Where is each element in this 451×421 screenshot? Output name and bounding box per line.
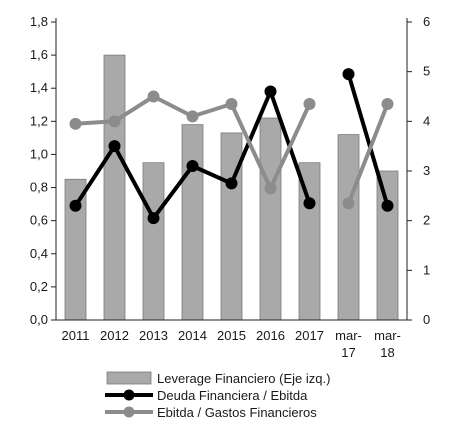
data-point xyxy=(186,160,199,173)
data-point xyxy=(147,90,160,103)
left-axis: 0,0 0,2 0,4 0,6 0,8 1,0 1,2 1,4 1,6 1,8 xyxy=(30,14,57,327)
right-tick-label: 4 xyxy=(423,113,430,128)
x-tick-label: mar-18 xyxy=(374,328,401,360)
series-line xyxy=(346,73,390,207)
legend-swatch xyxy=(106,371,152,385)
left-tick-label: 1,0 xyxy=(30,146,48,161)
data-point xyxy=(381,97,394,110)
bar xyxy=(376,170,399,321)
left-tick-label: 0,8 xyxy=(30,180,48,195)
right-tick-label: 0 xyxy=(423,312,430,327)
data-point xyxy=(225,97,238,110)
series-line xyxy=(346,103,390,205)
data-point xyxy=(381,199,394,212)
left-tick-label: 0,4 xyxy=(30,246,48,261)
x-tick-label: 2012 xyxy=(100,328,129,343)
left-tick-label: 1,6 xyxy=(30,47,48,62)
bar xyxy=(103,54,126,321)
x-tick-label: 2016 xyxy=(256,328,285,343)
right-tick-label: 1 xyxy=(423,262,430,277)
left-tick-label: 0,6 xyxy=(30,213,48,228)
data-point xyxy=(342,197,355,210)
right-tick-label: 6 xyxy=(423,14,430,29)
left-tick-label: 1,8 xyxy=(30,14,48,29)
legend-label: Leverage Financiero (Eje izq.) xyxy=(157,371,330,386)
x-tick-label: 2017 xyxy=(295,328,324,343)
bar xyxy=(142,162,165,321)
left-tick-label: 1,2 xyxy=(30,113,48,128)
data-point xyxy=(69,117,82,130)
data-point xyxy=(303,197,316,210)
right-tick-label: 2 xyxy=(423,213,430,228)
data-point xyxy=(108,115,121,128)
legend: Leverage Financiero (Eje izq.) Deuda Fina… xyxy=(105,371,330,420)
bar xyxy=(181,124,204,321)
bar xyxy=(259,117,282,321)
data-point xyxy=(264,85,277,98)
bar xyxy=(337,134,360,321)
data-point xyxy=(342,68,355,81)
x-tick-label: 2013 xyxy=(139,328,168,343)
x-tick-label: mar-17 xyxy=(335,328,362,360)
data-point xyxy=(108,140,121,153)
left-tick-label: 0,0 xyxy=(30,312,48,327)
legend-label: Ebitda / Gastos Financieros xyxy=(157,405,317,420)
x-tick-label: 2014 xyxy=(178,328,207,343)
right-axis: 0 1 2 3 4 5 6 xyxy=(406,14,430,327)
x-tick-label: 2011 xyxy=(62,328,90,343)
line-series xyxy=(69,68,394,225)
x-tick-label: 2015 xyxy=(217,328,246,343)
data-point xyxy=(147,212,160,225)
legend-label: Deuda Financiera / Ebitda xyxy=(157,388,308,403)
right-tick-label: 3 xyxy=(423,163,430,178)
data-point xyxy=(186,110,199,123)
legend-marker xyxy=(123,389,135,401)
left-tick-label: 1,4 xyxy=(30,80,48,95)
right-tick-label: 5 xyxy=(423,64,430,79)
x-axis: 2011 2012 2013 2014 2015 2016 2017 mar-17 mar-18 xyxy=(56,319,407,360)
legend-marker xyxy=(123,406,135,418)
left-tick-label: 0,2 xyxy=(30,279,48,294)
data-point xyxy=(225,177,238,190)
data-point xyxy=(264,182,277,195)
data-point xyxy=(303,97,316,110)
data-point xyxy=(69,199,82,212)
